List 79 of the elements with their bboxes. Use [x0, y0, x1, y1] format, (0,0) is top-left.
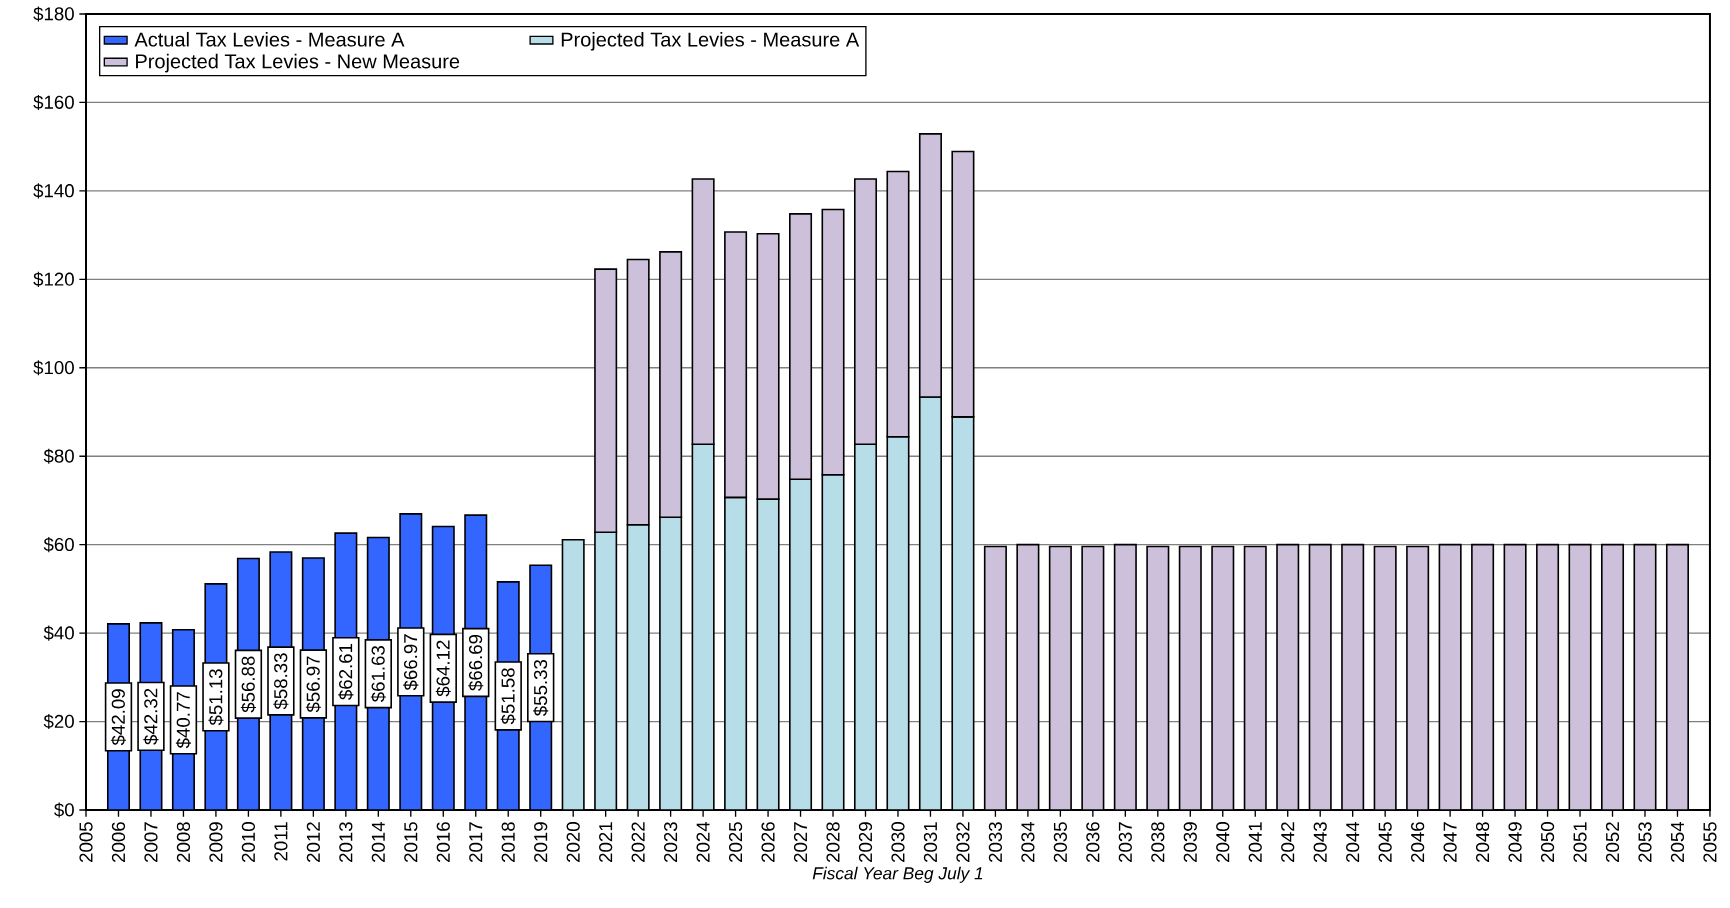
x-tick-label: 2026 [761, 822, 775, 862]
x-tick-label: 2048 [1475, 822, 1490, 862]
x-tick-label: 2052 [1605, 822, 1620, 862]
x-tick-label: 2020 [566, 822, 580, 862]
x-tick-label: 2007 [144, 822, 158, 862]
y-tick-label: $40 [43, 625, 74, 641]
x-tick-label: 2035 [1053, 822, 1067, 862]
x-tick-label: 2031 [923, 822, 938, 862]
x-tick-label: 2050 [1540, 822, 1555, 862]
x-tick-label: 2023 [664, 822, 678, 862]
x-tick-label: 2017 [469, 822, 483, 862]
x-tick-label: 2012 [306, 822, 320, 862]
x-tick-label: 2046 [1411, 822, 1425, 862]
legend-label: Projected Tax Levies - New Measure [136, 53, 460, 73]
x-tick-label: 2033 [988, 822, 1003, 862]
y-tick-label: $80 [43, 448, 74, 464]
y-tick-label: $0 [54, 802, 74, 818]
x-tick-label: 2005 [79, 822, 93, 862]
data-label: $64.12 [435, 640, 451, 697]
x-tick-label: 2030 [891, 822, 905, 862]
x-tick-label: 2053 [1638, 822, 1652, 862]
data-label: $58.33 [273, 653, 289, 710]
x-tick-label: 2028 [826, 822, 840, 862]
x-tick-label: 2034 [1021, 821, 1035, 862]
x-tick-label: 2019 [534, 822, 548, 862]
x-tick-label: 2015 [404, 822, 418, 862]
x-tick-label: 2018 [501, 822, 515, 862]
x-tick-label: 2029 [858, 822, 873, 862]
x-tick-label: 2011 [274, 822, 288, 861]
x-tick-label: 2043 [1313, 822, 1327, 862]
y-tick-label: $60 [43, 537, 74, 553]
x-tick-label: 2051 [1573, 822, 1587, 862]
x-tick-label: 2032 [956, 822, 970, 862]
x-tick-label: 2041 [1248, 822, 1262, 862]
x-tick-label: 2009 [209, 822, 223, 862]
x-axis-title: Fiscal Year Beg July 1 [812, 866, 983, 883]
data-label: $51.58 [500, 668, 516, 725]
data-label: $62.61 [338, 643, 354, 700]
x-tick-label: 2047 [1443, 822, 1457, 862]
x-tick-label: 2027 [793, 822, 808, 862]
x-tick-label: 2010 [241, 822, 256, 862]
x-tick-label: 2021 [599, 822, 613, 862]
x-tick-label: 2025 [728, 822, 743, 862]
x-tick-label: 2006 [111, 822, 126, 862]
x-tick-label: 2049 [1508, 822, 1522, 862]
x-tick-label: 2042 [1281, 822, 1295, 862]
y-tick-label: $20 [43, 713, 74, 730]
x-tick-label: 2036 [1086, 822, 1100, 862]
data-label: $56.97 [305, 656, 321, 713]
x-tick-label: 2016 [436, 822, 450, 862]
y-tick-label: $180 [33, 6, 74, 22]
x-tick-label: 2024 [696, 821, 710, 862]
data-label: $42.32 [143, 688, 159, 745]
x-tick-label: 2044 [1346, 821, 1360, 862]
x-tick-label: 2055 [1703, 822, 1717, 862]
data-label: $55.33 [533, 659, 549, 716]
y-tick-label: $100 [33, 360, 74, 376]
y-tick-label: $120 [33, 271, 74, 287]
x-tick-label: 2014 [371, 821, 385, 862]
data-label: $66.69 [468, 634, 484, 691]
x-tick-label: 2038 [1151, 822, 1165, 862]
data-label: $51.13 [208, 669, 224, 726]
data-label: $56.88 [240, 656, 256, 713]
y-tick-label: $160 [33, 94, 74, 110]
x-tick-label: 2045 [1378, 822, 1392, 862]
x-tick-label: 2037 [1118, 822, 1132, 862]
data-label: $66.97 [403, 634, 419, 691]
data-label: $61.63 [370, 646, 386, 703]
legend-label: Actual Tax Levies - Measure A [134, 31, 405, 47]
y-tick-label: $140 [33, 183, 74, 199]
x-tick-label: 2039 [1183, 822, 1197, 862]
x-tick-label: 2008 [176, 822, 191, 862]
x-tick-label: 2013 [339, 822, 353, 862]
x-tick-label: 2054 [1670, 821, 1685, 862]
x-tick-label: 2022 [631, 822, 645, 862]
data-label: $40.77 [175, 692, 191, 749]
x-tick-label: 2040 [1216, 822, 1230, 862]
legend-label: Projected Tax Levies - Measure A [561, 31, 860, 51]
data-label: $42.09 [110, 689, 127, 746]
